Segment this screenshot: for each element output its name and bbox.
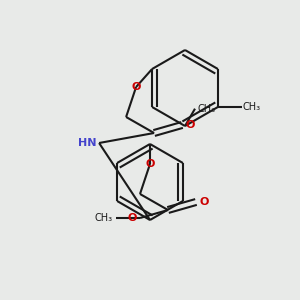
Text: CH₃: CH₃ [197, 104, 215, 114]
Text: O: O [199, 197, 208, 207]
Text: O: O [185, 120, 194, 130]
Text: O: O [145, 159, 155, 169]
Text: O: O [131, 82, 141, 92]
Text: O: O [128, 213, 137, 223]
Text: HN: HN [78, 138, 96, 148]
Text: CH₃: CH₃ [243, 102, 261, 112]
Text: CH₃: CH₃ [95, 213, 113, 223]
